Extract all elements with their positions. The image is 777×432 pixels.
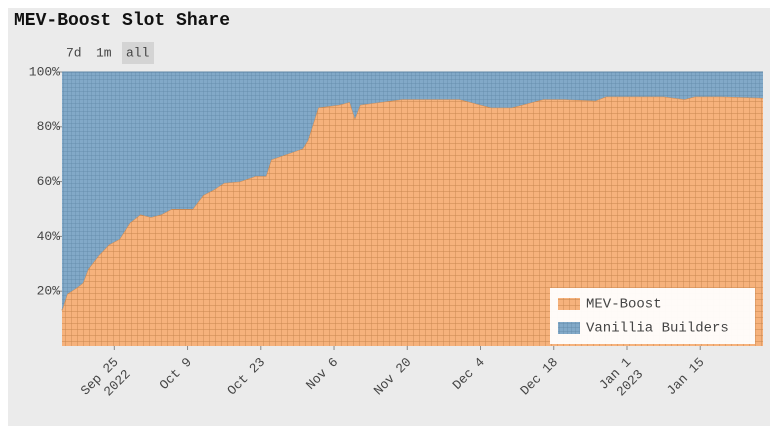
legend-swatch-texture [558, 298, 580, 310]
area-texture [62, 72, 763, 311]
y-tick-label: 40% [37, 229, 61, 244]
area-texture [62, 96, 763, 346]
legend-swatch-texture [558, 322, 580, 334]
range-button[interactable]: 7d [66, 45, 82, 60]
y-tick-label: 100% [29, 64, 60, 79]
range-button[interactable]: all [126, 45, 150, 60]
y-tick-label: 20% [37, 284, 61, 299]
range-button[interactable]: 1m [96, 45, 112, 60]
range-button-bg [122, 42, 154, 64]
chart-title: MEV-Boost Slot Share [14, 11, 230, 31]
area-group [62, 71, 763, 311]
legend-label: Vanillia Builders [586, 321, 729, 337]
legend-bg [550, 288, 755, 344]
y-tick-label: 60% [37, 174, 61, 189]
y-tick-label: 80% [37, 119, 61, 134]
legend-label: MEV-Boost [586, 297, 662, 313]
